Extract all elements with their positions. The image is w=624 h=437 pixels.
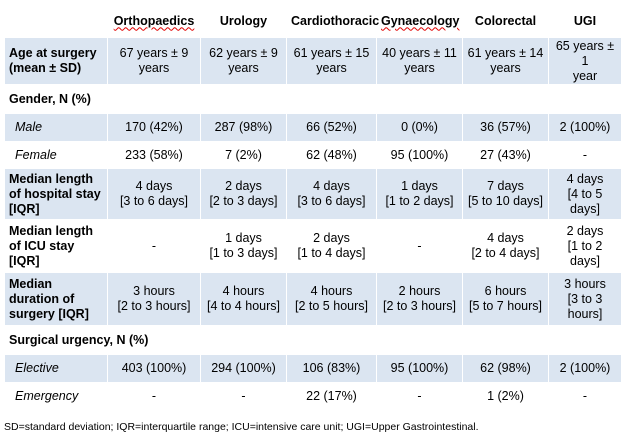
cell-hospital-stay-orthopaedics: 4 days [3 to 6 days] [107,168,201,220]
cell-hospital-stay-gynaecology: 1 days [1 to 2 days] [376,168,463,220]
row-icu-stay: Median length of ICU stay [IQR] - 1 days [1… [4,219,622,273]
cell-male-urology: 287 (98%) [200,113,287,142]
cell-age-colorectal: 61 years ± 14 years [462,37,549,85]
cell-age-cardiothoracic: 61 years ± 15 years [286,37,377,85]
cell-female-urology: 7 (2%) [200,141,287,169]
cell-emergency-ugi: - [548,382,622,410]
header-ugi: UGI [548,4,622,38]
cell-female-ugi: - [548,141,622,169]
cell-elective-ugi: 2 (100%) [548,354,622,383]
row-label-icu-stay: Median length of ICU stay [IQR] [4,219,108,273]
cell-duration-colorectal: 6 hours [5 to 7 hours] [462,272,549,326]
row-label-elective: Elective [4,354,108,383]
cell-male-orthopaedics: 170 (42%) [107,113,201,142]
cell-elective-urology: 294 (100%) [200,354,287,383]
cell-female-orthopaedics: 233 (58%) [107,141,201,169]
row-label-duration: Median duration of surgery [IQR] [4,272,108,326]
table-footnote: SD=standard deviation; IQR=interquartile… [4,421,479,433]
cell-icu-stay-urology: 1 days [1 to 3 days] [200,219,287,273]
cell-emergency-cardiothoracic: 22 (17%) [286,382,377,410]
cell-female-cardiothoracic: 62 (48%) [286,141,377,169]
header-row: Orthopaedics Urology Cardiothoracic Gyna… [4,4,622,38]
demographics-table: Orthopaedics Urology Cardiothoracic Gyna… [4,4,622,410]
cell-icu-stay-colorectal: 4 days [2 to 4 days] [462,219,549,273]
row-male: Male 170 (42%) 287 (98%) 66 (52%) 0 (0%)… [4,113,622,142]
cell-elective-orthopaedics: 403 (100%) [107,354,201,383]
cell-female-gynaecology: 95 (100%) [376,141,463,169]
cell-duration-urology: 4 hours [4 to 4 hours] [200,272,287,326]
cell-duration-gynaecology: 2 hours [2 to 3 hours] [376,272,463,326]
cell-age-orthopaedics: 67 years ± 9 years [107,37,201,85]
cell-icu-stay-orthopaedics: - [107,219,201,273]
cell-duration-ugi: 3 hours [3 to 3 hours] [548,272,622,326]
row-hospital-stay: Median length of hospital stay [IQR] 4 day… [4,168,622,220]
cell-age-ugi: 65 years ± 1 year [548,37,622,85]
section-surgical-urgency: Surgical urgency, N (%) [4,325,622,355]
section-gender: Gender, N (%) [4,84,622,114]
cell-male-colorectal: 36 (57%) [462,113,549,142]
row-emergency: Emergency - - 22 (17%) - 1 (2%) - [4,382,622,410]
cell-age-urology: 62 years ± 9 years [200,37,287,85]
cell-icu-stay-ugi: 2 days [1 to 2 days] [548,219,622,273]
row-label-hospital-stay: Median length of hospital stay [IQR] [4,168,108,220]
row-label-emergency: Emergency [4,382,108,410]
row-duration: Median duration of surgery [IQR] 3 hours [2… [4,272,622,326]
cell-age-gynaecology: 40 years ± 11 years [376,37,463,85]
cell-emergency-urology: - [200,382,287,410]
cell-emergency-colorectal: 1 (2%) [462,382,549,410]
cell-female-colorectal: 27 (43%) [462,141,549,169]
cell-hospital-stay-urology: 2 days [2 to 3 days] [200,168,287,220]
header-cardiothoracic: Cardiothoracic [286,4,379,38]
cell-male-cardiothoracic: 66 (52%) [286,113,377,142]
header-corner [4,4,108,38]
cell-elective-colorectal: 62 (98%) [462,354,549,383]
header-urology: Urology [200,4,287,38]
cell-male-ugi: 2 (100%) [548,113,622,142]
row-elective: Elective 403 (100%) 294 (100%) 106 (83%)… [4,354,622,383]
row-label-female: Female [4,141,108,169]
header-colorectal: Colorectal [462,4,549,38]
cell-emergency-gynaecology: - [376,382,463,410]
row-urgency-section: Surgical urgency, N (%) [4,325,622,355]
cell-icu-stay-cardiothoracic: 2 days [1 to 4 days] [286,219,377,273]
row-gender-section: Gender, N (%) [4,84,622,114]
cell-male-gynaecology: 0 (0%) [376,113,463,142]
cell-elective-cardiothoracic: 106 (83%) [286,354,377,383]
cell-hospital-stay-colorectal: 7 days [5 to 10 days] [462,168,549,220]
row-age: Age at surgery (mean ± SD) 67 years ± 9 ye… [4,37,622,85]
header-gynaecology: Gynaecology [376,4,463,38]
cell-duration-cardiothoracic: 4 hours [2 to 5 hours] [286,272,377,326]
cell-duration-orthopaedics: 3 hours [2 to 3 hours] [107,272,201,326]
cell-emergency-orthopaedics: - [107,382,201,410]
header-orthopaedics: Orthopaedics [107,4,201,38]
cell-elective-gynaecology: 95 (100%) [376,354,463,383]
row-female: Female 233 (58%) 7 (2%) 62 (48%) 95 (100… [4,141,622,169]
row-label-male: Male [4,113,108,142]
cell-icu-stay-gynaecology: - [376,219,463,273]
cell-hospital-stay-cardiothoracic: 4 days [3 to 6 days] [286,168,377,220]
row-label-age: Age at surgery (mean ± SD) [4,37,108,85]
cell-hospital-stay-ugi: 4 days [4 to 5 days] [548,168,622,220]
